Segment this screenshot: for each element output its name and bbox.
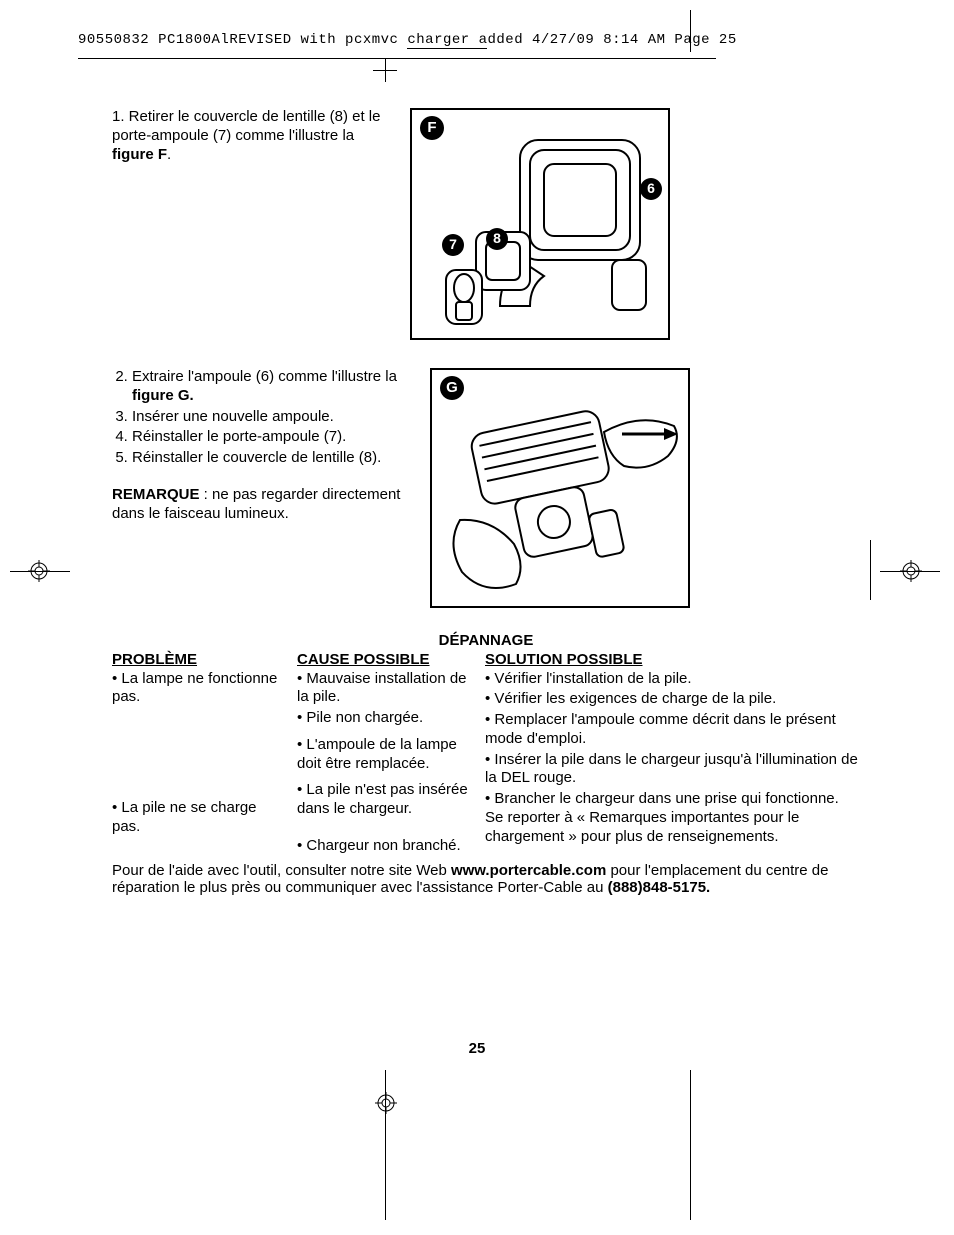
step-5: Réinstaller le couvercle de lentille (8)… [132, 449, 412, 468]
remark: REMARQUE : ne pas regarder directement d… [112, 486, 412, 524]
figure-g: G [430, 368, 690, 608]
figure-f-callout-6: 6 [640, 178, 662, 200]
solution-2-1: • Insérer la pile dans le chargeur jusqu… [485, 751, 860, 789]
solution-1-3: • Remplacer l'ampoule comme décrit dans … [485, 711, 860, 749]
cause-1-1: • Mauvaise installation de la pile. [297, 670, 475, 708]
reg-line-right-v [870, 540, 871, 600]
registration-mark-bottom [375, 1092, 397, 1114]
problem-1: • La lampe ne fonctionne pas. [112, 670, 287, 708]
steps-2-5: Extraire l'ampoule (6) comme l'illustre … [112, 368, 412, 468]
step1-prefix: 1. Retirer le couvercle de lentille (8) … [112, 108, 380, 144]
figure-f-callout-8: 8 [486, 228, 508, 250]
cause-1-3: • L'ampoule de la lampe doit être rempla… [297, 736, 475, 774]
reg-line-left [10, 571, 70, 572]
help-phone: (888)848-5175. [608, 879, 711, 896]
crop-line-top [690, 10, 691, 52]
troubleshooting-title: DÉPANNAGE [112, 632, 860, 651]
step-4: Réinstaller le porte-ampoule (7). [132, 428, 412, 447]
reg-line-bottom-v [385, 1070, 386, 1220]
figure-g-drawing [432, 370, 688, 606]
figure-g-label: G [440, 376, 464, 400]
troubleshooting-table: PROBLÈME • La lampe ne fonctionne pas. •… [112, 651, 860, 858]
print-header-underlined: charger a [407, 32, 487, 49]
cause-2-2: • Chargeur non branché. [297, 837, 475, 856]
figure-f-drawing [412, 110, 668, 338]
print-header: 90550832 PC1800AlREVISED with pcxmvc cha… [78, 32, 737, 48]
help-footer: Pour de l'aide avec l'outil, consulter n… [112, 862, 860, 897]
cause-1-2: • Pile non chargée. [297, 709, 475, 728]
figure-f: F [410, 108, 670, 340]
step1-bold: figure F [112, 146, 167, 163]
step-3: Insérer une nouvelle ampoule. [132, 408, 412, 427]
step1-suffix: . [167, 146, 171, 163]
crop-line-bottom-right [690, 1070, 691, 1220]
solution-2-2: • Brancher le chargeur dans une prise qu… [485, 790, 860, 846]
figure-f-label: F [420, 116, 444, 140]
step-1: 1. Retirer le couvercle de lentille (8) … [112, 108, 392, 164]
th-problem: PROBLÈME [112, 651, 287, 670]
crop-line-top-h [78, 58, 716, 59]
page-number: 25 [0, 1040, 954, 1057]
solution-1-2: • Vérifier les exigences de charge de la… [485, 690, 860, 709]
help-pre: Pour de l'aide avec l'outil, consulter n… [112, 862, 451, 879]
remark-bold: REMARQUE [112, 486, 200, 503]
problem-2: • La pile ne se charge pas. [112, 799, 287, 837]
th-solution: SOLUTION POSSIBLE [485, 651, 860, 670]
step-2: Extraire l'ampoule (6) comme l'illustre … [132, 368, 412, 406]
cause-2-1: • La pile n'est pas insérée dans le char… [297, 781, 475, 819]
th-cause: CAUSE POSSIBLE [297, 651, 475, 670]
print-header-rest: dded 4/27/09 8:14 AM Page 25 [487, 32, 736, 48]
help-url: www.portercable.com [451, 862, 606, 879]
figure-f-callout-7: 7 [442, 234, 464, 256]
crop-tick-top-h [373, 70, 397, 71]
print-header-doc: 90550832 PC1800AlREVISED with pcxmvc [78, 32, 398, 48]
reg-line-right [880, 571, 940, 572]
solution-1-1: • Vérifier l'installation de la pile. [485, 670, 860, 689]
